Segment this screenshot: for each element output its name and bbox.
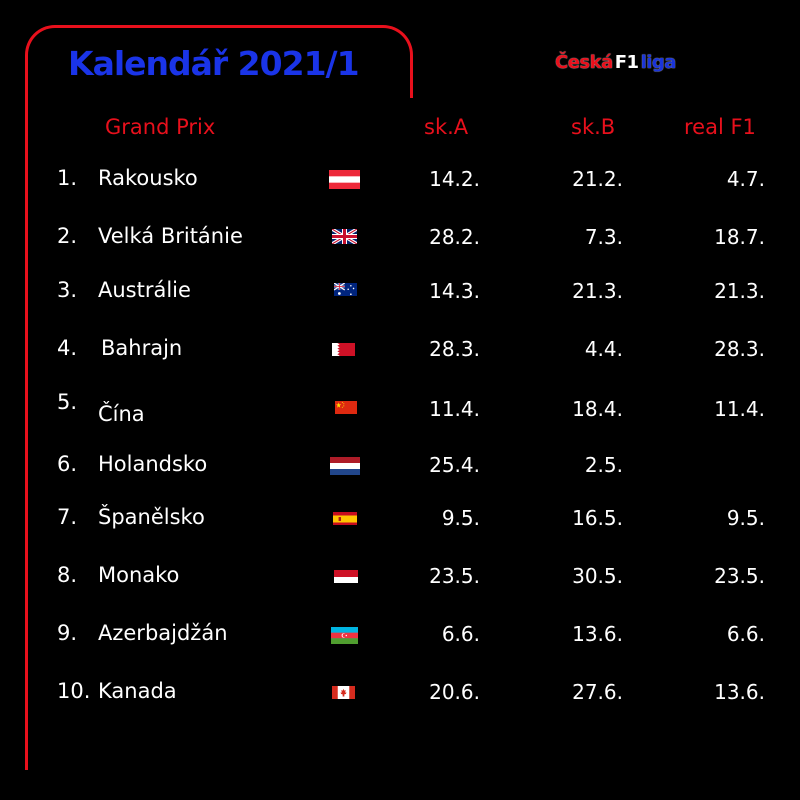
date-group-b: 18.4. [572,397,623,421]
monaco-flag-icon [334,569,358,583]
table-row: 4. Bahrajn 28.3. 4.4. 28.3. [0,336,800,366]
netherlands-flag-icon [330,457,360,475]
uk-flag-icon [332,229,357,244]
race-name: Velká Británie [98,224,243,248]
date-group-b: 30.5. [572,564,623,588]
date-real-f1: 11.4. [714,397,765,421]
race-name: Monako [98,563,180,587]
date-real-f1: 23.5. [714,564,765,588]
logo-part-f1: F1 [614,52,639,73]
date-group-a: 23.5. [429,564,480,588]
column-header-group-b: sk.B [571,115,616,139]
date-group-a: 11.4. [429,397,480,421]
race-number: 1. [57,166,78,190]
race-name: Španělsko [98,505,205,529]
logo-part-ceska: Česká [555,52,613,73]
date-real-f1: 28.3. [714,337,765,361]
date-group-b: 16.5. [572,506,623,530]
race-number: 9. [57,621,78,645]
spain-flag-icon [333,511,357,525]
table-row: 5. Čína 11.4. 18.4. 11.4. [0,390,800,426]
race-number: 5. [57,390,78,414]
australia-flag-icon [334,282,357,296]
logo-part-liga: liga [640,52,677,73]
table-row: 10. Kanada 20.6. 27.6. 13.6. [0,679,800,709]
race-number: 2. [57,224,78,248]
date-real-f1: 4.7. [726,167,765,191]
table-row: 2. Velká Británie 28.2. 7.3. 18.7. [0,224,800,254]
race-name: Bahrajn [101,336,183,360]
date-group-b: 21.3. [572,279,623,303]
table-row: 8. Monako 23.5. 30.5. 23.5. [0,563,800,593]
date-group-b: 27.6. [572,680,623,704]
azerbaijan-flag-icon [331,627,358,644]
race-number: 7. [57,505,78,529]
date-group-a: 28.3. [429,337,480,361]
race-name: Azerbajdžán [98,621,228,645]
table-row: 9. Azerbajdžán 6.6. 13.6. 6.6. [0,621,800,651]
race-name: Austrálie [98,278,191,302]
race-name: Kanada [98,679,177,703]
date-group-a: 6.6. [441,622,480,646]
race-name: Holandsko [98,452,208,476]
date-group-a: 28.2. [429,225,480,249]
race-number: 8. [57,563,78,587]
race-name: Čína [98,402,145,426]
bahrain-flag-icon [332,342,355,356]
austria-flag-icon [329,170,360,189]
date-real-f1: 13.6. [714,680,765,704]
date-real-f1: 21.3. [714,279,765,303]
race-name: Rakousko [98,166,198,190]
column-header-real-f1: real F1 [684,115,756,139]
column-header-group-a: sk.A [424,115,469,139]
race-number: 4. [57,336,78,360]
date-group-b: 4.4. [584,337,623,361]
league-logo: Česká F1 liga [555,52,676,73]
date-group-b: 2.5. [584,453,623,477]
race-number: 10. [57,679,91,703]
race-number: 6. [57,452,78,476]
page-title: Kalendář 2021/1 [68,44,360,83]
date-real-f1: 18.7. [714,225,765,249]
date-group-b: 7.3. [584,225,623,249]
date-group-a: 20.6. [429,680,480,704]
date-group-a: 9.5. [441,506,480,530]
table-row: 3. Austrálie 14.3. 21.3. 21.3. [0,278,800,308]
date-real-f1: 6.6. [726,622,765,646]
table-row: 7. Španělsko 9.5. 16.5. 9.5. [0,505,800,535]
date-real-f1: 9.5. [726,506,765,530]
canada-flag-icon [332,685,355,699]
date-group-a: 14.3. [429,279,480,303]
table-row: 1. Rakousko 14.2. 21.2. 4.7. [0,166,800,196]
column-header-grand-prix: Grand Prix [105,115,216,139]
date-group-a: 14.2. [429,167,480,191]
china-flag-icon [335,400,357,414]
race-number: 3. [57,278,78,302]
date-group-a: 25.4. [429,453,480,477]
table-row: 6. Holandsko 25.4. 2.5. [0,452,800,482]
date-group-b: 13.6. [572,622,623,646]
date-group-b: 21.2. [572,167,623,191]
